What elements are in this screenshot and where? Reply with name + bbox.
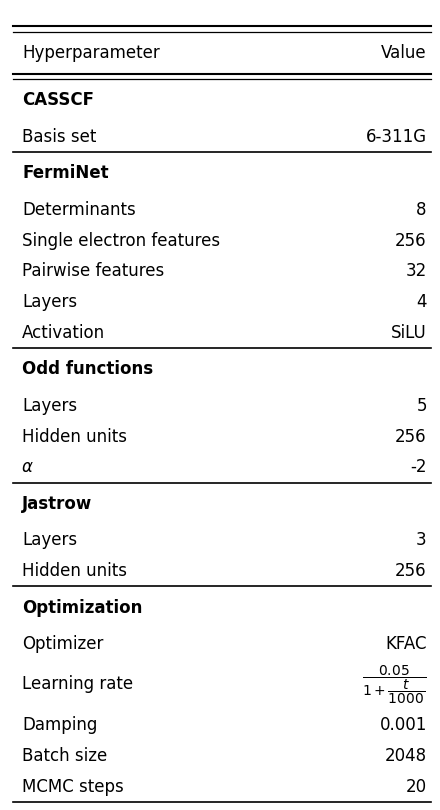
Text: MCMC steps: MCMC steps	[22, 778, 124, 795]
Text: 4: 4	[416, 293, 427, 311]
Text: 256: 256	[395, 428, 427, 446]
Text: $\dfrac{0.05}{1+\dfrac{t}{1000}}$: $\dfrac{0.05}{1+\dfrac{t}{1000}}$	[362, 663, 427, 706]
Text: Jastrow: Jastrow	[22, 495, 92, 513]
Text: FermiNet: FermiNet	[22, 164, 109, 182]
Text: 8: 8	[416, 201, 427, 219]
Text: KFAC: KFAC	[385, 635, 427, 653]
Text: Layers: Layers	[22, 397, 77, 415]
Text: Hidden units: Hidden units	[22, 562, 127, 580]
Text: -2: -2	[411, 458, 427, 476]
Text: Basis set: Basis set	[22, 128, 96, 146]
Text: Pairwise features: Pairwise features	[22, 262, 164, 280]
Text: Activation: Activation	[22, 324, 105, 342]
Text: 256: 256	[395, 562, 427, 580]
Text: Learning rate: Learning rate	[22, 676, 133, 693]
Text: 20: 20	[406, 778, 427, 795]
Text: 256: 256	[395, 232, 427, 249]
Text: Layers: Layers	[22, 293, 77, 311]
Text: Layers: Layers	[22, 531, 77, 549]
Text: Optimization: Optimization	[22, 599, 143, 616]
Text: Value: Value	[381, 44, 427, 62]
Text: Hidden units: Hidden units	[22, 428, 127, 446]
Text: α: α	[22, 458, 33, 476]
Text: 0.001: 0.001	[379, 716, 427, 734]
Text: SiLU: SiLU	[391, 324, 427, 342]
Text: Damping: Damping	[22, 716, 97, 734]
Text: 6-311G: 6-311G	[366, 128, 427, 146]
Text: 5: 5	[416, 397, 427, 415]
Text: 32: 32	[406, 262, 427, 280]
Text: CASSCF: CASSCF	[22, 92, 94, 109]
Text: Odd functions: Odd functions	[22, 360, 153, 378]
Text: 2048: 2048	[385, 747, 427, 765]
Text: Determinants: Determinants	[22, 201, 136, 219]
Text: Batch size: Batch size	[22, 747, 107, 765]
Text: Optimizer: Optimizer	[22, 635, 103, 653]
Text: 3: 3	[416, 531, 427, 549]
Text: Single electron features: Single electron features	[22, 232, 220, 249]
Text: Hyperparameter: Hyperparameter	[22, 44, 160, 62]
